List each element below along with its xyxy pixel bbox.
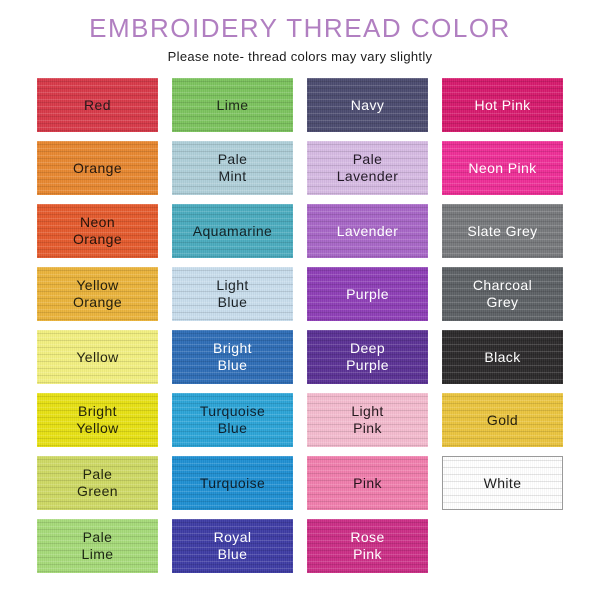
page-title: EMBROIDERY THREAD COLOR xyxy=(89,13,511,43)
thread-color-swatch: Turquoise xyxy=(172,456,293,510)
thread-color-swatch: Neon Orange xyxy=(37,204,158,258)
thread-color-swatch: Charcoal Grey xyxy=(442,267,563,321)
swatch-label: Yellow xyxy=(76,348,119,365)
swatch-label: Bright Yellow xyxy=(76,403,119,436)
swatch-label: Red xyxy=(84,96,111,113)
thread-color-swatch: Bright Blue xyxy=(172,330,293,384)
swatch-grid: Red Lime Navy Hot Pink Orange Pale Mint … xyxy=(37,78,563,573)
thread-color-swatch: Pale Lavender xyxy=(307,141,428,195)
swatch-label: Neon Orange xyxy=(72,214,123,247)
thread-color-swatch: Rose Pink xyxy=(307,519,428,573)
swatch-label: Black xyxy=(484,348,521,365)
thread-color-swatch: Yellow Orange xyxy=(37,267,158,321)
swatch-label: Hot Pink xyxy=(474,96,531,113)
thread-color-swatch: Yellow xyxy=(37,330,158,384)
thread-color-swatch: Royal Blue xyxy=(172,519,293,573)
swatch-label: Neon Pink xyxy=(468,159,537,176)
thread-color-swatch: Turquoise Blue xyxy=(172,393,293,447)
swatch-label: Charcoal Grey xyxy=(472,277,533,310)
thread-color-swatch: Neon Pink xyxy=(442,141,563,195)
swatch-label: Pink xyxy=(353,474,382,491)
swatch-label: Purple xyxy=(346,285,389,302)
thread-color-swatch: Pale Mint xyxy=(172,141,293,195)
swatch-label: Deep Purple xyxy=(346,340,389,373)
thread-color-swatch: Red xyxy=(37,78,158,132)
swatch-label: Turquoise Blue xyxy=(199,403,266,436)
swatch-label: Slate Grey xyxy=(467,222,538,239)
swatch-label: Rose Pink xyxy=(350,529,385,562)
swatch-label: Pale Lime xyxy=(81,529,114,562)
swatch-label: Gold xyxy=(486,411,519,428)
swatch-label: Lime xyxy=(216,96,249,113)
thread-color-swatch: Pale Green xyxy=(37,456,158,510)
swatch-label: White xyxy=(483,474,522,491)
thread-color-swatch: Hot Pink xyxy=(442,78,563,132)
swatch-label: Royal Blue xyxy=(213,529,252,562)
thread-color-swatch: Purple xyxy=(307,267,428,321)
thread-color-swatch: Navy xyxy=(307,78,428,132)
thread-color-swatch: Bright Yellow xyxy=(37,393,158,447)
thread-color-swatch: Deep Purple xyxy=(307,330,428,384)
swatch-label: Turquoise xyxy=(199,474,266,491)
thread-color-swatch: Lavender xyxy=(307,204,428,258)
swatch-label: Yellow Orange xyxy=(72,277,123,310)
page-subtitle: Please note- thread colors may vary slig… xyxy=(167,49,433,64)
swatch-label: Pale Green xyxy=(77,466,118,499)
thread-color-swatch: Pale Lime xyxy=(37,519,158,573)
thread-color-swatch: White xyxy=(442,456,563,510)
swatch-label: Aquamarine xyxy=(192,222,273,239)
swatch-label: Pale Mint xyxy=(217,151,248,184)
swatch-label: Pale Lavender xyxy=(336,151,399,184)
swatch-label: Orange xyxy=(72,159,123,176)
swatch-label: Navy xyxy=(350,96,385,113)
swatch-label: Bright Blue xyxy=(213,340,252,373)
thread-color-swatch: Black xyxy=(442,330,563,384)
thread-color-swatch: Aquamarine xyxy=(172,204,293,258)
thread-color-swatch: Slate Grey xyxy=(442,204,563,258)
swatch-label: Lavender xyxy=(336,222,399,239)
thread-color-swatch: Light Blue xyxy=(172,267,293,321)
thread-color-swatch: Light Pink xyxy=(307,393,428,447)
swatch-label: Light Pink xyxy=(351,403,384,436)
thread-color-swatch: Pink xyxy=(307,456,428,510)
thread-color-swatch: Orange xyxy=(37,141,158,195)
swatch-label: Light Blue xyxy=(216,277,249,310)
thread-color-swatch: Gold xyxy=(442,393,563,447)
thread-color-swatch: Lime xyxy=(172,78,293,132)
